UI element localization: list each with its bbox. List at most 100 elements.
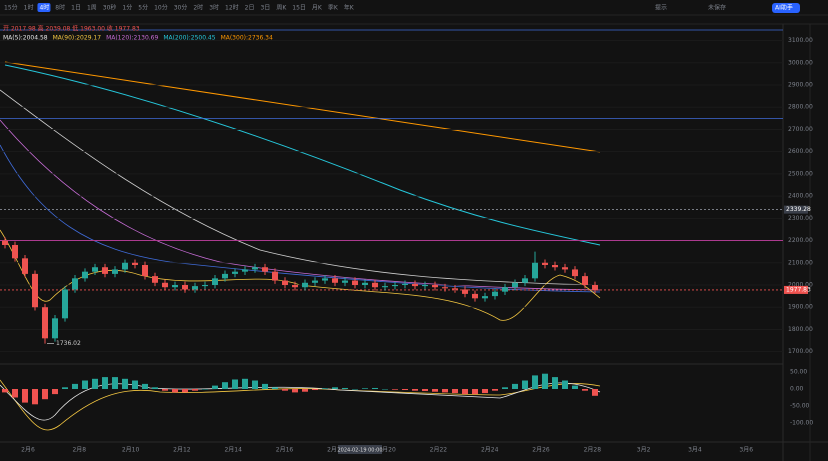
macd-bar: [372, 387, 378, 389]
macd-tick-label: -50.00: [790, 403, 810, 410]
macd-tick-label: -100.00: [790, 420, 813, 427]
interval-button[interactable]: 5分: [138, 4, 148, 12]
ma-60-line: [0, 144, 601, 293]
date-label: 3月4: [688, 447, 702, 454]
candle-body: [252, 267, 258, 270]
macd-bar: [302, 389, 308, 392]
candle-body: [162, 282, 168, 288]
interval-button[interactable]: 10分: [154, 4, 168, 12]
candle-body: [152, 276, 158, 283]
macd-bar: [512, 383, 518, 389]
candle-body: [302, 282, 308, 288]
candle-body: [502, 287, 508, 292]
macd-bar: [52, 389, 58, 395]
candle-body: [52, 318, 58, 339]
candle-body: [102, 267, 108, 274]
candle-body: [512, 282, 518, 288]
interval-button[interactable]: 4时: [39, 4, 49, 12]
price-label-box: [784, 205, 808, 214]
interval-button[interactable]: 2日: [245, 5, 255, 12]
macd-tick-label: 50.00: [790, 369, 807, 376]
macd-bar: [352, 389, 358, 390]
interval-button[interactable]: 1时: [24, 4, 34, 12]
macd-bar: [402, 389, 408, 391]
interval-button[interactable]: 12时: [225, 4, 239, 12]
ma-legend: MA(200):2500.45: [163, 35, 215, 42]
macd-bar: [42, 389, 48, 400]
ohlc-legend: 开 2017.98 高 2039.08 低 1963.00 收 1977.83: [3, 25, 140, 33]
interval-button[interactable]: 8时: [55, 4, 65, 12]
macd-bar: [342, 387, 348, 389]
price-tick-label: 2000.00: [788, 282, 813, 289]
candle-body: [592, 285, 598, 290]
interval-button[interactable]: 30分: [174, 4, 188, 12]
interval-button[interactable]: 1分: [122, 4, 132, 12]
candle-body: [92, 267, 98, 272]
macd-bar: [22, 389, 28, 403]
date-label: 2月28: [584, 447, 602, 454]
macd-bar: [62, 387, 68, 389]
macd-bar: [262, 383, 268, 389]
date-label: 2月12: [173, 447, 191, 454]
interval-button[interactable]: 15分: [4, 4, 18, 12]
price-tick-label: 2100.00: [788, 259, 813, 266]
candle-body: [82, 271, 88, 279]
toolbar-button[interactable]: 提示: [655, 4, 667, 12]
candle-body: [432, 285, 438, 288]
candle-body: [212, 278, 218, 285]
candle-body: [422, 285, 428, 287]
macd-bar: [92, 378, 98, 389]
candle-body: [142, 265, 148, 277]
candle-body: [412, 283, 418, 287]
candle-body: [72, 278, 78, 290]
interval-button[interactable]: 1日: [71, 5, 81, 12]
candle-body: [392, 285, 398, 287]
interval-button[interactable]: 周K: [276, 5, 287, 12]
interval-button[interactable]: 季K: [328, 4, 339, 12]
interval-button[interactable]: 15日: [292, 5, 306, 12]
interval-button[interactable]: 3时: [209, 4, 219, 12]
candle-body: [362, 282, 368, 285]
macd-bar: [542, 373, 548, 389]
candle-body: [182, 285, 188, 290]
macd-bar: [492, 389, 498, 391]
price-tick-label: 2600.00: [788, 148, 813, 155]
candle-body: [382, 286, 388, 288]
macd-bar: [392, 389, 398, 390]
date-label: 3月2: [637, 447, 651, 454]
macd-bar: [382, 389, 388, 390]
interval-button[interactable]: 月K: [312, 5, 323, 12]
ma-120-line: [0, 89, 601, 286]
toolbar-button[interactable]: 未保存: [708, 4, 726, 12]
interval-button[interactable]: 3日: [260, 5, 270, 12]
macd-bar: [472, 389, 478, 395]
macd-bar: [422, 389, 428, 392]
toolbar-button[interactable]: AI助手: [775, 4, 793, 12]
candle-body: [402, 283, 408, 285]
interval-button[interactable]: 1周: [87, 5, 97, 12]
price-tick-label: 2800.00: [788, 104, 813, 111]
candle-body: [312, 280, 318, 283]
interval-button[interactable]: 30秒: [103, 4, 117, 12]
macd-bar: [482, 389, 488, 394]
interval-button[interactable]: 2时: [193, 4, 203, 12]
macd-bar: [2, 389, 8, 393]
crosshair-date-bg: [338, 445, 382, 454]
macd-bar: [242, 378, 248, 389]
macd-bar: [432, 389, 438, 392]
macd-bar: [272, 387, 278, 389]
price-tick-label: 1900.00: [788, 304, 813, 311]
macd-bar: [152, 387, 158, 389]
macd-bar: [102, 377, 108, 389]
date-label: 2月6: [21, 447, 35, 454]
macd-bar: [252, 380, 258, 389]
interval-button[interactable]: 年K: [344, 4, 355, 12]
macd-bar: [32, 389, 38, 405]
macd-bar: [452, 389, 458, 394]
date-label: 3月6: [739, 447, 753, 454]
macd-bar: [322, 388, 328, 389]
candle-body: [332, 278, 338, 283]
date-label: 2月8: [72, 447, 86, 454]
candle-body: [232, 271, 238, 274]
